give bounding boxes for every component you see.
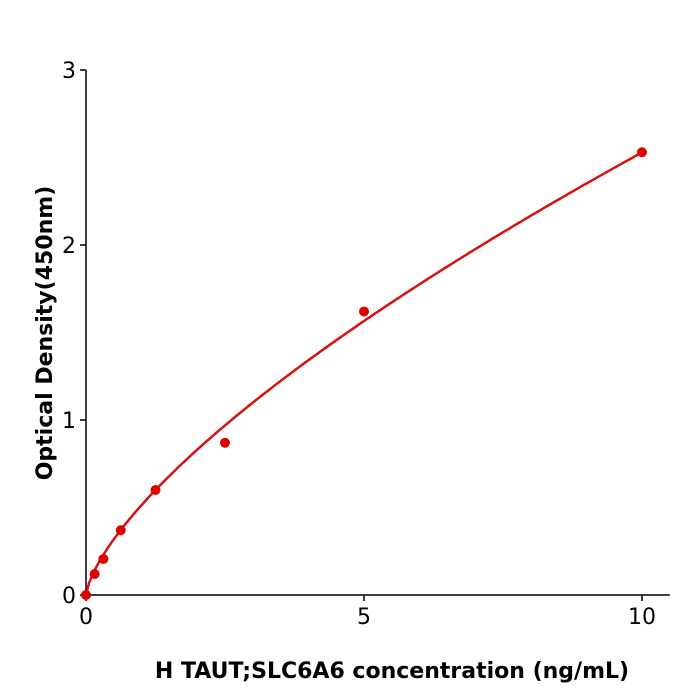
y-tick-label: 0 — [62, 584, 76, 609]
data-point — [150, 485, 161, 495]
x-tick-label: 0 — [79, 605, 93, 630]
y-tick-label: 3 — [62, 59, 76, 84]
x-tick-label: 10 — [628, 605, 656, 630]
y-axis-label: Optical Density(450nm) — [33, 186, 58, 481]
data-point — [637, 147, 647, 158]
x-axis-label: H TAUT;SLC6A6 concentration (ng/mL) — [155, 659, 629, 684]
data-point — [220, 437, 230, 448]
x-tick-label: 5 — [357, 605, 371, 630]
axes: 0 5 10 0 1 2 3 — [62, 59, 670, 630]
data-point — [81, 590, 91, 600]
fit-curve — [84, 151, 643, 596]
data-point — [89, 569, 100, 579]
data-point — [98, 553, 109, 564]
data-point — [115, 525, 126, 536]
data-point — [359, 306, 369, 317]
data-points — [81, 147, 647, 600]
y-tick-label: 1 — [62, 409, 76, 434]
y-tick-label: 2 — [62, 234, 76, 259]
